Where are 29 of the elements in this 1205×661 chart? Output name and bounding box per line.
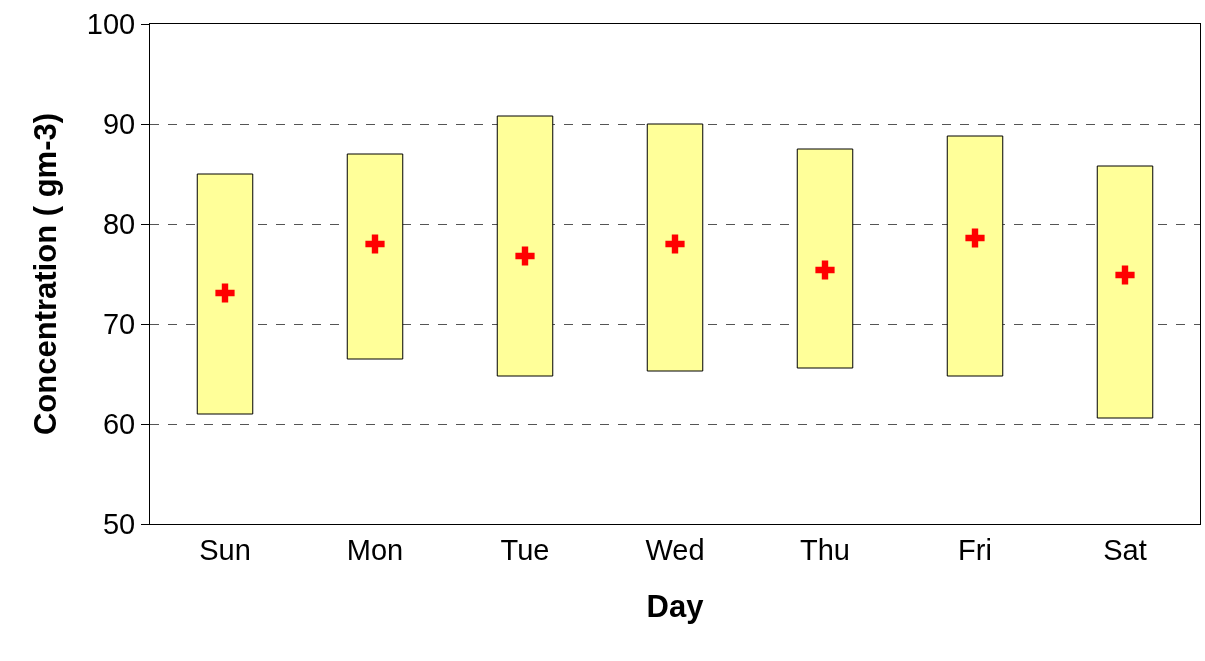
x-axis-title: Day	[646, 589, 705, 624]
x-tick-label: Tue	[500, 533, 550, 566]
point	[1115, 265, 1135, 285]
y-tick-label: 50	[102, 508, 136, 541]
x-tick-label: Mon	[346, 533, 404, 566]
point	[815, 260, 835, 280]
y-tick-label: 100	[86, 8, 136, 41]
y-tick-label: 90	[102, 108, 136, 141]
x-tick-label: Sun	[199, 533, 251, 566]
y-tick-label: 80	[102, 208, 136, 241]
y-tick-label: 70	[102, 308, 136, 341]
bar	[946, 135, 1004, 377]
bar	[796, 148, 854, 369]
bar	[646, 123, 704, 372]
y-axis-title: Concentration ( gm-3)	[28, 112, 64, 436]
x-tick-label: Fri	[958, 533, 992, 566]
point	[365, 234, 385, 254]
bar	[196, 173, 254, 415]
point	[965, 228, 985, 248]
bar	[1096, 165, 1154, 419]
x-tick-label: Sat	[1103, 533, 1147, 566]
point	[515, 246, 535, 266]
point	[665, 234, 685, 254]
x-tick-label: Wed	[645, 533, 705, 566]
y-tick-label: 60	[102, 408, 136, 441]
bar	[496, 115, 554, 377]
point	[215, 283, 235, 303]
x-tick-label: Thu	[800, 533, 850, 566]
bar	[346, 153, 404, 360]
